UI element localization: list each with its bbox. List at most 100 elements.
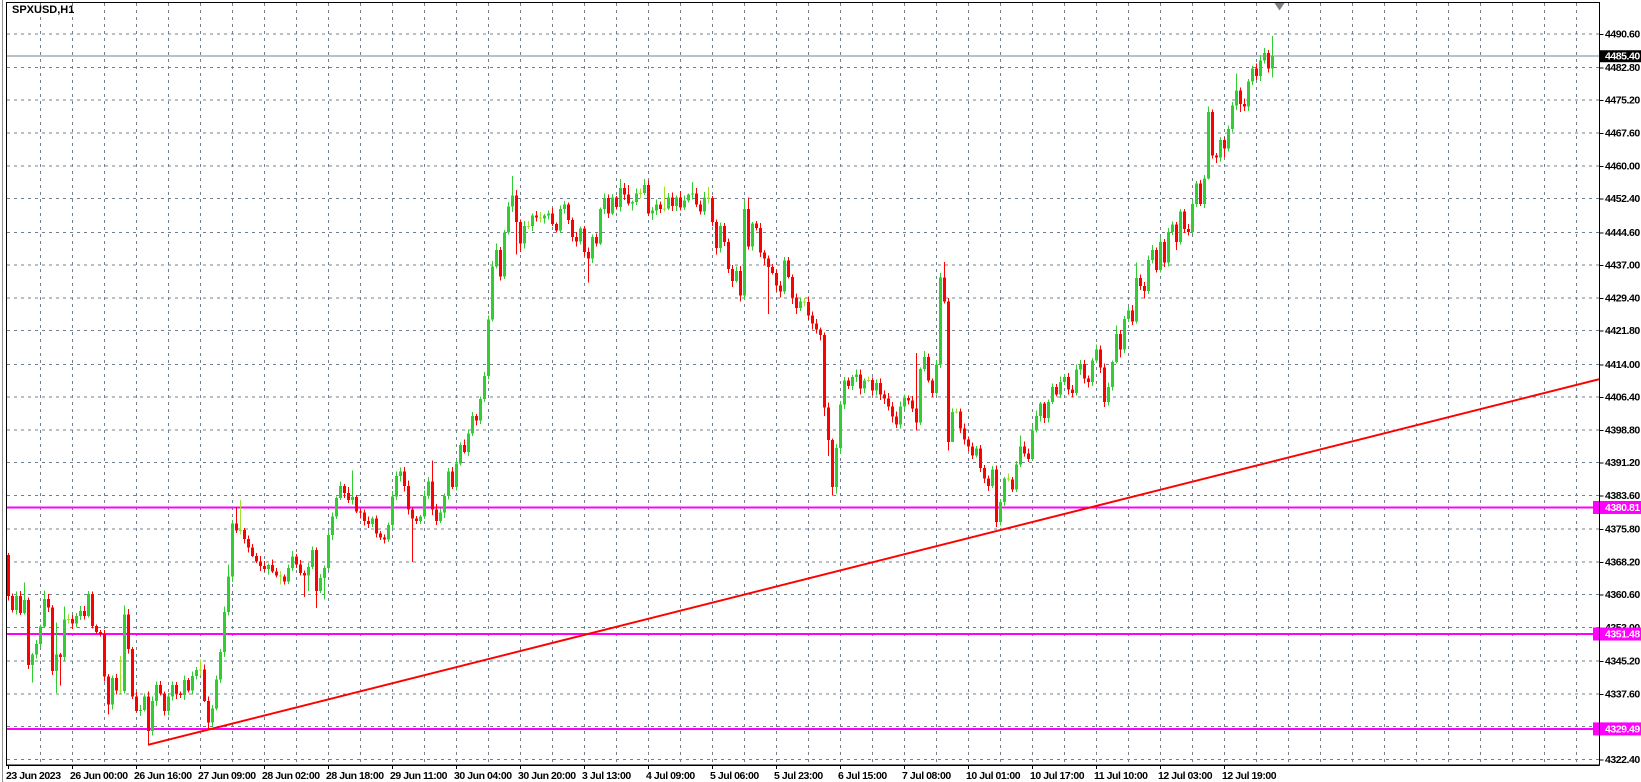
hline-price-box-bg	[1593, 500, 1641, 514]
candle-body	[683, 200, 686, 208]
candle-213	[859, 369, 862, 395]
candle-body	[767, 258, 770, 267]
price-axis-label: 4375.80	[1605, 524, 1640, 536]
candle-202	[815, 319, 818, 334]
candle-296	[1191, 200, 1194, 234]
time-axis[interactable]: 23 Jun 2023 26 Jun 00:00 26 Jun 16:00 27 Ju…	[6, 765, 1600, 782]
candle-body	[467, 433, 470, 452]
candle-27	[115, 673, 118, 695]
candle-309	[1243, 98, 1246, 111]
candle-276	[1111, 360, 1114, 391]
candle-body	[799, 301, 802, 308]
candle-body	[1063, 376, 1066, 382]
candle-118	[479, 396, 482, 425]
candle-body	[907, 397, 910, 401]
candle-body	[219, 652, 222, 680]
candle-body	[695, 193, 698, 205]
candle-body	[1091, 360, 1094, 382]
candle-282	[1135, 262, 1138, 324]
candle-178	[719, 222, 722, 253]
candle-body	[463, 444, 466, 452]
candle-body	[543, 215, 546, 219]
price-axis-label: 4490.60	[1605, 28, 1640, 40]
price-axis-label: 4337.60	[1605, 688, 1640, 700]
candle-10	[47, 594, 50, 612]
price-axis-label: 4421.80	[1605, 325, 1640, 337]
candle-91	[371, 516, 374, 527]
candle-222	[895, 411, 898, 428]
candle-body	[1207, 111, 1210, 179]
time-axis-label: 12 Jul 19:00	[1222, 770, 1277, 782]
candle-body	[859, 374, 862, 389]
candle-body	[751, 223, 754, 247]
candle-244	[983, 465, 986, 483]
candle-body	[595, 237, 598, 244]
candle-33	[139, 705, 142, 716]
time-axis-label: 11 Jul 10:00	[1094, 770, 1148, 782]
candle-303	[1219, 137, 1222, 162]
candle-136	[551, 207, 554, 226]
candle-161	[651, 207, 654, 221]
time-axis-label: 6 Jul 15:00	[838, 770, 887, 782]
price-axis[interactable]: 4490.60 4482.80 4475.20 4467.60 4460.00 4452.…	[1593, 28, 1641, 766]
candle-body	[899, 406, 902, 425]
candle-body	[555, 224, 558, 231]
candle-body	[1183, 211, 1186, 230]
candle-body	[351, 497, 354, 500]
trendline[interactable]	[147, 378, 1600, 746]
candle-body	[759, 227, 762, 253]
candle-body	[851, 376, 854, 386]
candle-body	[647, 185, 650, 214]
candle-body	[827, 407, 830, 441]
candle-body	[979, 448, 982, 468]
candle-157	[635, 188, 638, 206]
chart-shift-triangle-icon[interactable]	[1274, 3, 1285, 11]
candle-216	[871, 377, 874, 396]
candle-body	[871, 380, 874, 391]
candle-17	[75, 612, 78, 628]
candle-265	[1067, 372, 1070, 395]
candle-305	[1227, 125, 1230, 152]
candle-body	[79, 611, 82, 616]
candle-body	[387, 525, 390, 540]
candle-body	[635, 193, 638, 203]
candle-body	[83, 611, 86, 616]
candle-42	[175, 682, 178, 700]
candle-body	[35, 643, 38, 655]
candle-body	[579, 228, 582, 242]
candle-body	[1167, 231, 1170, 263]
candle-287	[1155, 247, 1158, 273]
candle-131	[531, 213, 534, 232]
candle-75	[307, 562, 310, 592]
candle-70	[287, 564, 290, 584]
hline-price-box-bg	[1593, 627, 1641, 641]
candle-body	[663, 208, 666, 210]
candle-299	[1203, 174, 1206, 209]
candle-body	[139, 709, 142, 712]
candle-body	[655, 204, 658, 211]
candle-body	[435, 509, 438, 521]
candle-body	[679, 197, 682, 208]
candle-74	[303, 570, 306, 597]
candle-body	[311, 549, 314, 568]
candle-body	[235, 523, 238, 531]
candle-body	[1083, 363, 1086, 379]
candles	[7, 35, 1274, 746]
candle-body	[103, 633, 106, 677]
candle-body	[175, 684, 178, 694]
candle-261	[1051, 383, 1054, 405]
candle-26	[111, 675, 114, 710]
candle-186	[751, 222, 754, 251]
price-axis-label: 4482.80	[1605, 62, 1640, 74]
candle-223	[899, 401, 902, 429]
candle-body	[275, 571, 278, 576]
candle-14	[63, 606, 66, 661]
candle-body	[151, 700, 154, 732]
candle-body	[1059, 381, 1062, 395]
candle-68	[279, 571, 282, 585]
candle-body	[803, 301, 806, 303]
candle-body	[339, 485, 342, 499]
candle-181	[731, 265, 734, 288]
candle-124	[503, 230, 506, 279]
